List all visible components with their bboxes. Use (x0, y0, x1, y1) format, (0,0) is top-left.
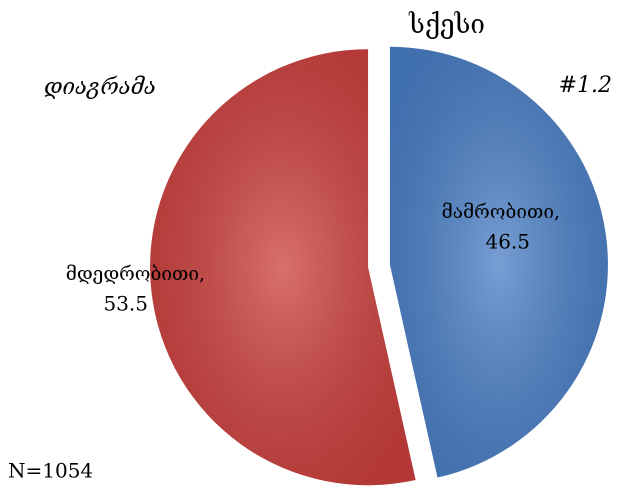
chart-title: სქესი (408, 10, 485, 40)
slice-shade (389, 46, 608, 478)
annotation: #1.2 (559, 73, 612, 98)
chart-subtitle: დიაგრამა (44, 75, 156, 100)
slice-label: მამრობითი, (442, 201, 560, 223)
annotation: N=1054 (8, 459, 93, 483)
slice-shade (150, 49, 416, 486)
value-label: 46.5 (485, 230, 530, 254)
value-label: 53.5 (103, 292, 148, 316)
slice-label: მდედრობითი, (66, 263, 205, 285)
